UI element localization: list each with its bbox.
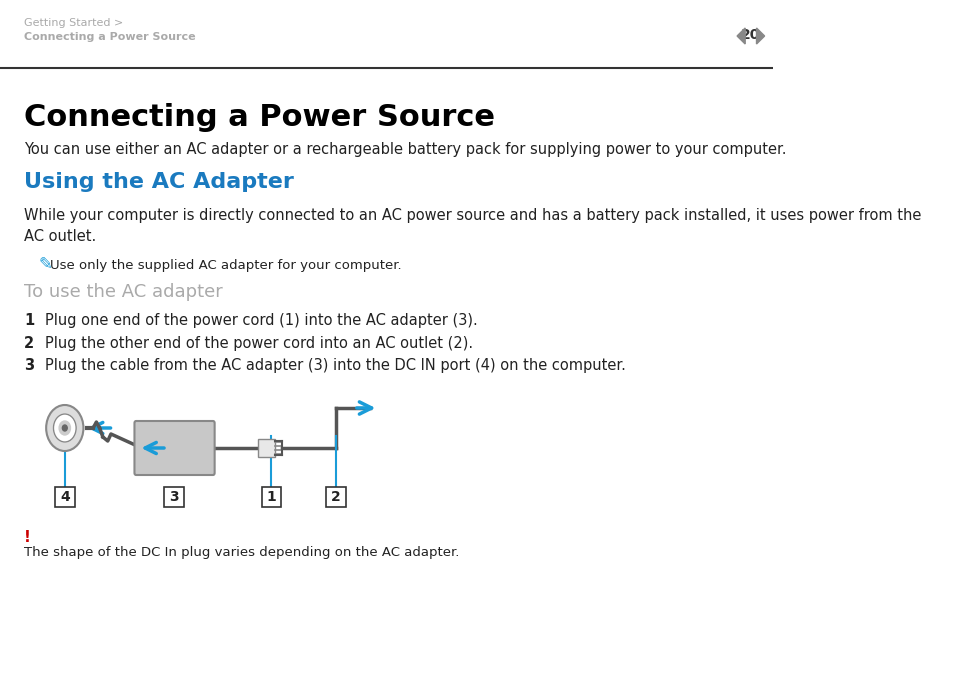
Bar (326, 487, 346, 507)
Text: 1: 1 (266, 490, 276, 504)
Text: The shape of the DC In plug varies depending on the AC adapter.: The shape of the DC In plug varies depen… (24, 546, 459, 559)
Bar (257, 439, 275, 457)
Text: Plug the cable from the AC adapter (3) into the DC IN port (4) on the computer.: Plug the cable from the AC adapter (3) i… (45, 358, 625, 373)
Text: 2: 2 (24, 336, 34, 351)
Circle shape (46, 405, 83, 451)
Text: !: ! (24, 530, 31, 545)
Text: ✎: ✎ (39, 255, 52, 273)
Text: To use the AC adapter: To use the AC adapter (24, 283, 223, 301)
Text: Plug one end of the power cord (1) into the AC adapter (3).: Plug one end of the power cord (1) into … (45, 313, 476, 328)
Text: Using the AC Adapter: Using the AC Adapter (24, 172, 294, 192)
Bar (55, 487, 74, 507)
Polygon shape (737, 28, 744, 44)
Text: 1: 1 (24, 313, 34, 328)
Circle shape (53, 414, 76, 442)
Text: 3: 3 (169, 490, 179, 504)
Text: 20: 20 (740, 28, 760, 42)
Bar (261, 487, 281, 507)
Text: Connecting a Power Source: Connecting a Power Source (24, 103, 495, 132)
Text: You can use either an AC adapter or a rechargeable battery pack for supplying po: You can use either an AC adapter or a re… (24, 142, 786, 157)
Text: 3: 3 (24, 358, 34, 373)
FancyBboxPatch shape (134, 421, 214, 475)
Text: Connecting a Power Source: Connecting a Power Source (24, 32, 195, 42)
Text: 4: 4 (60, 490, 70, 504)
Circle shape (59, 421, 71, 435)
Bar (164, 487, 184, 507)
Text: Getting Started >: Getting Started > (24, 18, 124, 28)
Polygon shape (756, 28, 763, 44)
Text: Use only the supplied AC adapter for your computer.: Use only the supplied AC adapter for you… (51, 259, 401, 272)
Text: While your computer is directly connected to an AC power source and has a batter: While your computer is directly connecte… (24, 208, 921, 244)
Text: 2: 2 (331, 490, 340, 504)
Circle shape (62, 425, 67, 431)
Text: Plug the other end of the power cord into an AC outlet (2).: Plug the other end of the power cord int… (45, 336, 472, 351)
